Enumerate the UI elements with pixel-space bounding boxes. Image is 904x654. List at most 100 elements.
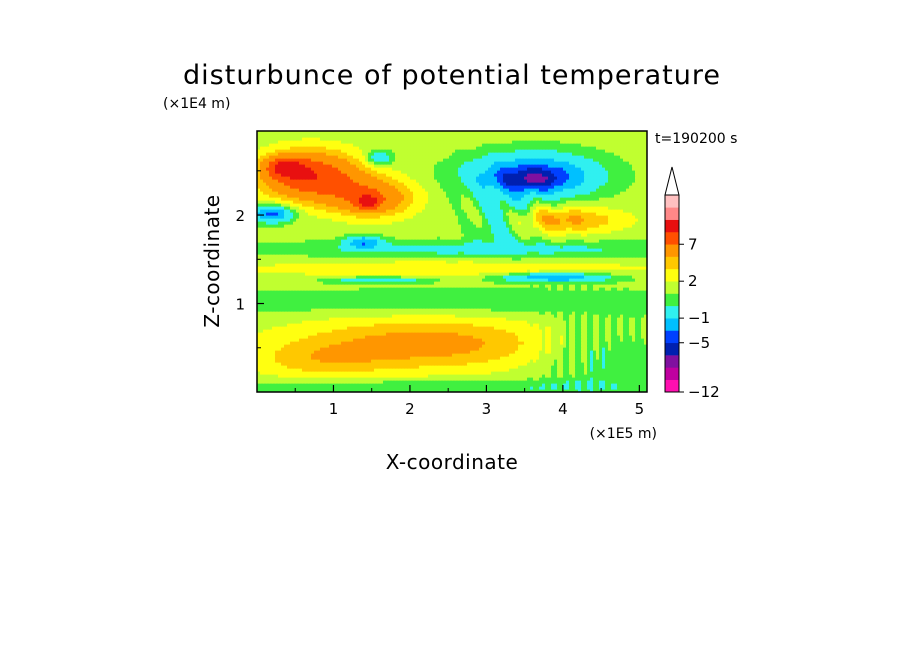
heatmap-cell [491,386,495,390]
heatmap-cell [341,287,345,291]
heatmap-cell [290,335,294,339]
heatmap-cell [473,365,477,369]
heatmap-cell [632,386,636,390]
heatmap-cell [338,299,342,303]
heatmap-cell [428,299,432,303]
heatmap-cell [449,344,453,348]
heatmap-cell [389,374,393,378]
heatmap-cell [524,386,528,390]
heatmap-cell [515,305,519,309]
heatmap-cell [491,311,495,315]
heatmap-cell [482,317,486,321]
heatmap-cell [311,329,315,333]
heatmap-cell [551,368,555,372]
heatmap-cell [644,377,647,381]
heatmap-cell [623,359,627,363]
heatmap-cell [470,377,474,381]
heatmap-cell [497,311,501,315]
heatmap-cell [506,344,510,348]
heatmap-cell [305,380,309,384]
heatmap-cell [461,314,465,318]
heatmap-cell [644,311,647,315]
heatmap-cell [569,296,573,300]
heatmap-cell [260,305,264,309]
heatmap-cell [329,344,333,348]
heatmap-cell [554,305,558,309]
heatmap-cell [314,305,318,309]
heatmap-cell [578,317,582,321]
heatmap-cell [578,311,582,315]
heatmap-cell [335,356,339,360]
heatmap-cell [641,308,645,312]
heatmap-cell [533,335,537,339]
heatmap-cell [569,278,573,282]
heatmap-cell [395,365,399,369]
heatmap-cell [302,329,306,333]
heatmap-cell [620,350,624,354]
heatmap-cell [626,323,630,327]
heatmap-cell [512,371,516,375]
heatmap-cell [473,344,477,348]
heatmap-cell [317,347,321,351]
heatmap-cell [560,299,564,303]
heatmap-cell [575,371,579,375]
heatmap-cell [509,329,513,333]
heatmap-cell [347,326,351,330]
heatmap-cell [305,374,309,378]
heatmap-cell [347,296,351,300]
heatmap-cell [611,356,615,360]
heatmap-cell [494,389,498,392]
heatmap-cell [317,290,321,294]
heatmap-cell [575,320,579,324]
heatmap-cell [455,299,459,303]
heatmap-cell [557,308,561,312]
heatmap-cell [563,374,567,378]
heatmap-cell [566,305,570,309]
heatmap-cell [608,302,612,306]
heatmap-cell [407,287,411,291]
heatmap-cell [521,323,525,327]
heatmap-cell [566,311,570,315]
heatmap-cell [398,359,402,363]
heatmap-cell [275,383,279,387]
heatmap-cell [479,374,483,378]
heatmap-cell [641,296,645,300]
heatmap-cell [536,371,540,375]
heatmap-cell [554,341,558,345]
heatmap-cell [359,275,363,279]
heatmap-cell [515,374,519,378]
heatmap-cell [296,290,300,294]
heatmap-cell [266,275,270,279]
heatmap-cell [407,341,411,345]
heatmap-cell [440,284,444,288]
heatmap-cell [416,290,420,294]
heatmap-cell [575,323,579,327]
heatmap-cell [407,338,411,342]
heatmap-cell [278,341,282,345]
heatmap-cell [437,323,441,327]
heatmap-cell [455,311,459,315]
heatmap-cell [551,377,555,381]
heatmap-cell [347,344,351,348]
heatmap-cell [557,380,561,384]
heatmap-cell [446,359,450,363]
heatmap-cell [425,290,429,294]
heatmap-cell [308,371,312,375]
heatmap-cell [443,290,447,294]
heatmap-cell [512,290,516,294]
heatmap-cell [644,305,647,309]
heatmap-cell [404,326,408,330]
heatmap-cell [641,323,645,327]
heatmap-cell [608,332,612,336]
heatmap-cell [539,344,543,348]
heatmap-cell [356,308,360,312]
heatmap-cell [344,326,348,330]
heatmap-cell [488,350,492,354]
heatmap-cell [539,377,543,381]
heatmap-cell [260,341,264,345]
heatmap-cell [350,326,354,330]
heatmap-cell [362,386,366,390]
heatmap-cell [308,305,312,309]
heatmap-cell [611,314,615,318]
heatmap-cell [344,353,348,357]
